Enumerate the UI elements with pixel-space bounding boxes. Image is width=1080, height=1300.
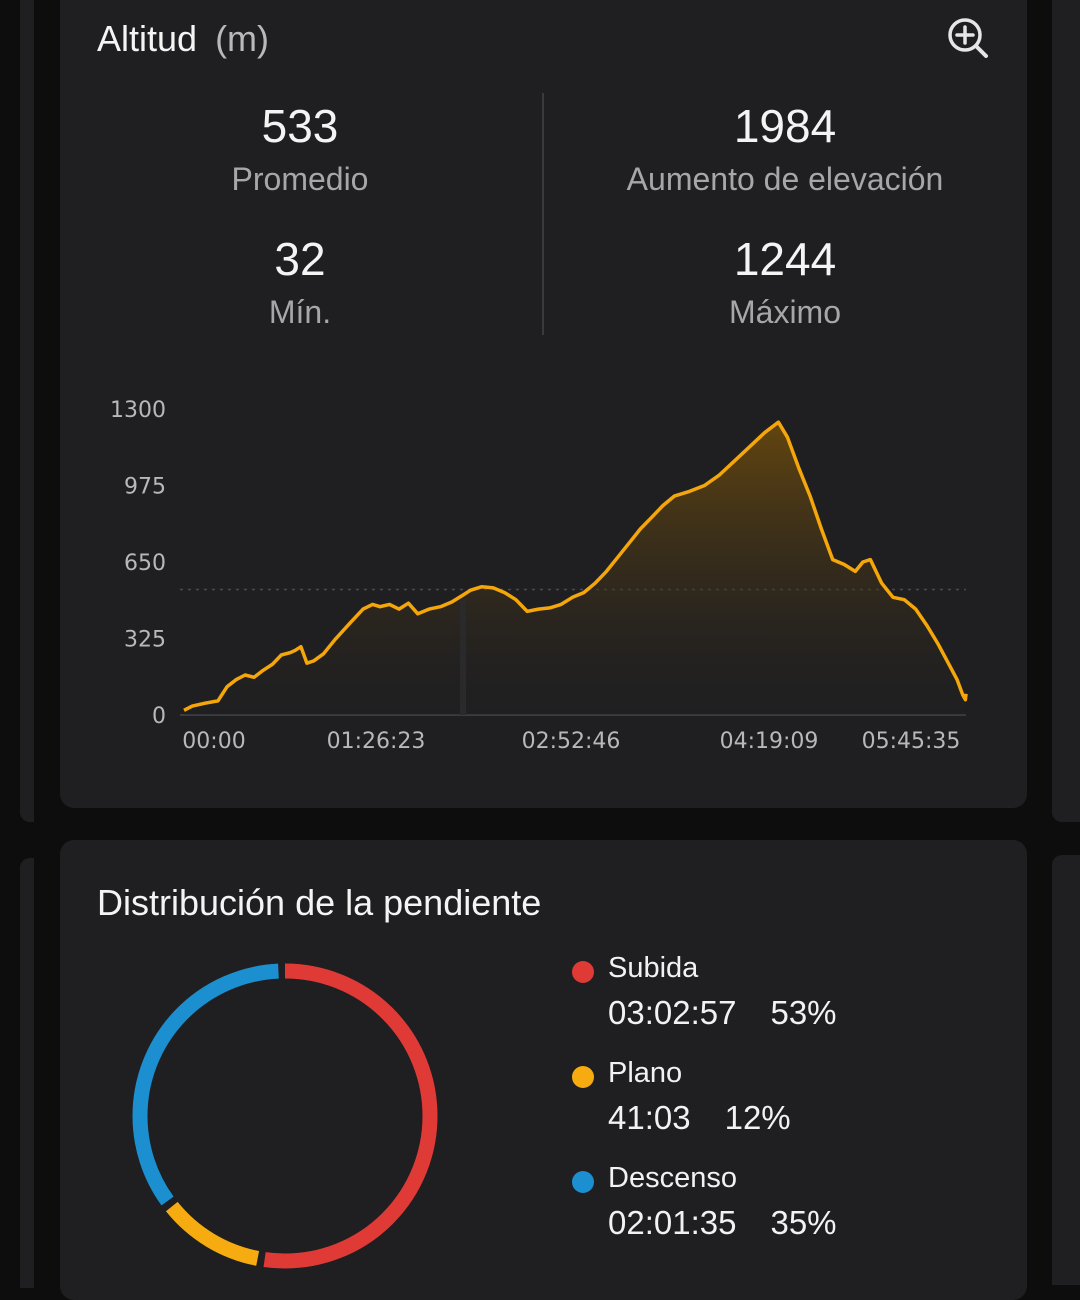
altitude-title-text: Altitud: [97, 18, 198, 59]
altitude-line: [183, 420, 968, 712]
altitude-unit: (m): [215, 18, 270, 59]
altitude-area: [184, 422, 966, 715]
legend-time-subida: 03:02:57: [608, 994, 737, 1031]
stats-divider: [542, 93, 544, 335]
legend-time-plano: 41:03: [608, 1099, 691, 1136]
legend-value-plano: 41:03 12%: [608, 1099, 791, 1137]
stat-max: 1244 Máximo: [545, 236, 1025, 328]
x-tick-label: 00:00: [182, 729, 245, 754]
stat-min: 32 Mín.: [60, 236, 540, 328]
legend-dot-subida: [572, 961, 594, 983]
stat-elevation-gain-value: 1984: [733, 100, 837, 152]
x-tick-label: 04:19:09: [720, 729, 819, 754]
stat-max-value: 1244: [733, 233, 837, 285]
legend-dot-descenso: [572, 1171, 594, 1193]
legend-value-subida: 03:02:57 53%: [608, 994, 837, 1032]
left-card-edge: [20, 858, 34, 1288]
legend-dot-plano: [572, 1066, 594, 1088]
legend-percent-descenso: 35%: [770, 1204, 837, 1241]
legend-value-descenso: 02:01:35 35%: [608, 1204, 837, 1242]
legend-name-plano: Plano: [608, 1057, 683, 1089]
stat-average: 533 Promedio: [60, 103, 540, 195]
slope-card: Distribución de la pendiente Subida 03:0…: [60, 840, 1027, 1300]
stat-max-label: Máximo: [728, 294, 841, 330]
zoom-in-icon: [948, 18, 988, 58]
legend-time-descenso: 02:01:35: [608, 1204, 737, 1241]
stat-average-value: 533: [261, 100, 339, 152]
x-tick-label: 05:45:35: [862, 729, 961, 754]
zoom-in-button[interactable]: [946, 16, 990, 60]
x-tick-label: 02:52:46: [522, 729, 621, 754]
left-card-edge: [20, 0, 34, 822]
stat-min-label: Mín.: [268, 294, 332, 330]
stat-average-label: Promedio: [231, 161, 369, 197]
legend-name-descenso: Descenso: [608, 1162, 737, 1194]
donut-slice-descenso: [132, 963, 438, 1269]
altitude-chart[interactable]: 0 325 650 975 1300 00:00 01:26:23 02:52:46 04:1…: [60, 0, 1027, 780]
x-tick-label: 01:26:23: [327, 729, 426, 754]
altitude-card: Altitud (m) 533 Promedio 1984 Aumento de …: [60, 0, 1027, 808]
legend-name-subida: Subida: [608, 952, 699, 984]
donut-slice-subida: [132, 963, 438, 1269]
y-tick-label: 975: [124, 475, 166, 500]
stat-elevation-gain-label: Aumento de elevación: [626, 161, 944, 197]
slope-title: Distribución de la pendiente: [97, 882, 542, 923]
slope-donut-chart: [132, 963, 438, 1269]
right-card-edge: [1052, 855, 1080, 1285]
right-card-edge: [1052, 0, 1080, 822]
y-tick-label: 1300: [110, 398, 166, 423]
y-tick-label: 650: [124, 551, 166, 576]
legend-percent-plano: 12%: [724, 1099, 791, 1136]
stat-elevation-gain: 1984 Aumento de elevación: [545, 103, 1025, 195]
altitude-title: Altitud (m): [97, 18, 269, 60]
legend-percent-subida: 53%: [770, 994, 837, 1031]
y-tick-label: 325: [124, 628, 166, 653]
y-tick-label: 0: [152, 704, 166, 729]
stat-min-value: 32: [274, 233, 326, 285]
